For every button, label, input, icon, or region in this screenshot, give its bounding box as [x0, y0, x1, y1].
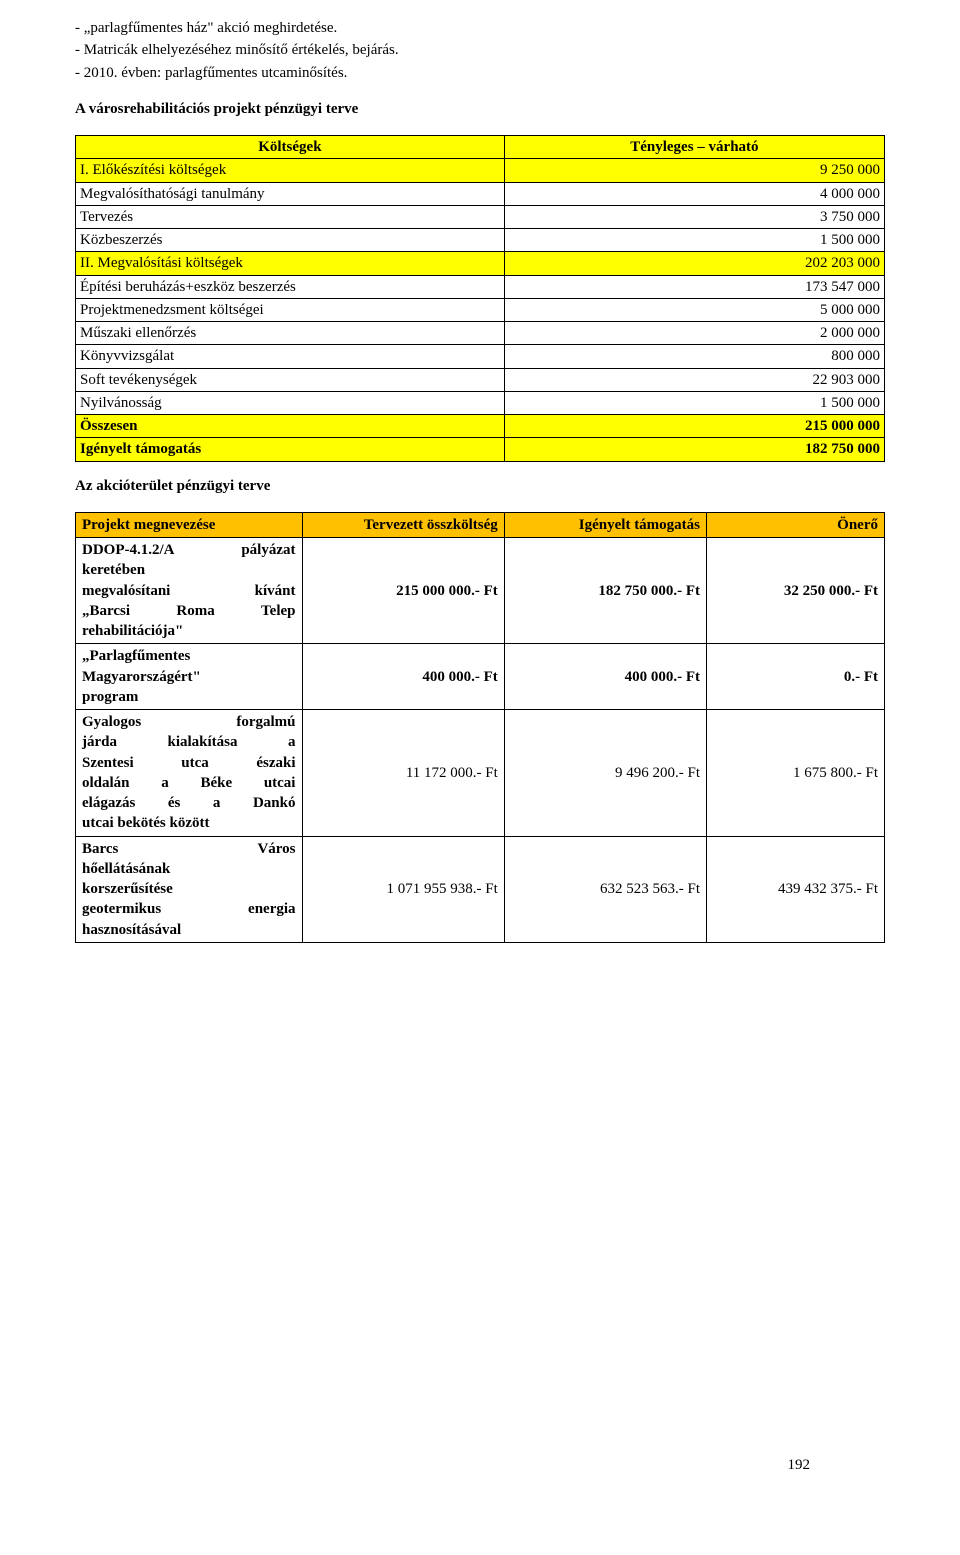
table-header-row: Projekt megnevezése Tervezett összköltsé…	[76, 512, 885, 537]
table-row: Igényelt támogatás182 750 000	[76, 438, 885, 461]
cost-label-cell: Műszaki ellenőrzés	[76, 322, 505, 345]
table-row: „ParlagfűmentesMagyarországért"program40…	[76, 644, 885, 710]
table-row: DDOP-4.1.2/Apályázatkeretébenmegvalósíta…	[76, 538, 885, 644]
header-cell: Igényelt támogatás	[504, 512, 706, 537]
cost-label-cell: II. Megvalósítási költségek	[76, 252, 505, 275]
cost-label-cell: Építési beruházás+eszköz beszerzés	[76, 275, 505, 298]
costs-table: Költségek Tényleges – várható I. Előkész…	[75, 135, 885, 462]
cost-value-cell: 3 750 000	[504, 205, 884, 228]
table-row: Közbeszerzés1 500 000	[76, 229, 885, 252]
project-name-cell: BarcsVároshőellátásánakkorszerűsítésegeo…	[76, 836, 303, 942]
header-cell: Tényleges – várható	[504, 136, 884, 159]
table-row: Műszaki ellenőrzés2 000 000	[76, 322, 885, 345]
total-cost-cell: 215 000 000.- Ft	[302, 538, 504, 644]
total-cost-cell: 1 071 955 938.- Ft	[302, 836, 504, 942]
cost-label-cell: Könyvvizsgálat	[76, 345, 505, 368]
cost-value-cell: 1 500 000	[504, 229, 884, 252]
bullet-line: - 2010. évben: parlagfűmentes utcaminősí…	[75, 63, 885, 83]
table-row: Nyilvánosság1 500 000	[76, 391, 885, 414]
cost-label-cell: I. Előkészítési költségek	[76, 159, 505, 182]
total-cost-cell: 400 000.- Ft	[302, 644, 504, 710]
cost-value-cell: 173 547 000	[504, 275, 884, 298]
table-row: GyalogosforgalmújárdakialakításaaSzentes…	[76, 710, 885, 837]
cost-value-cell: 202 203 000	[504, 252, 884, 275]
table-row: Megvalósíthatósági tanulmány4 000 000	[76, 182, 885, 205]
own-funds-cell: 1 675 800.- Ft	[707, 710, 885, 837]
cost-label-cell: Nyilvánosság	[76, 391, 505, 414]
cost-label-cell: Közbeszerzés	[76, 229, 505, 252]
projects-table: Projekt megnevezése Tervezett összköltsé…	[75, 512, 885, 943]
own-funds-cell: 0.- Ft	[707, 644, 885, 710]
bullet-line: - „parlagfűmentes ház" akció meghirdetés…	[75, 18, 885, 38]
cost-label-cell: Összesen	[76, 415, 505, 438]
table-row: Projektmenedzsment költségei5 000 000	[76, 298, 885, 321]
table-row: BarcsVároshőellátásánakkorszerűsítésegeo…	[76, 836, 885, 942]
cost-value-cell: 2 000 000	[504, 322, 884, 345]
header-cell: Projekt megnevezése	[76, 512, 303, 537]
table-row: Építési beruházás+eszköz beszerzés173 54…	[76, 275, 885, 298]
project-name-cell: GyalogosforgalmújárdakialakításaaSzentes…	[76, 710, 303, 837]
header-cell: Tervezett összköltség	[302, 512, 504, 537]
table-row: Tervezés3 750 000	[76, 205, 885, 228]
support-cell: 182 750 000.- Ft	[504, 538, 706, 644]
cost-label-cell: Megvalósíthatósági tanulmány	[76, 182, 505, 205]
project-name-cell: DDOP-4.1.2/Apályázatkeretébenmegvalósíta…	[76, 538, 303, 644]
cost-value-cell: 4 000 000	[504, 182, 884, 205]
page-number: 192	[788, 1455, 811, 1475]
total-cost-cell: 11 172 000.- Ft	[302, 710, 504, 837]
own-funds-cell: 32 250 000.- Ft	[707, 538, 885, 644]
cost-label-cell: Tervezés	[76, 205, 505, 228]
header-cell: Költségek	[76, 136, 505, 159]
table-row: Soft tevékenységek22 903 000	[76, 368, 885, 391]
table-row: Könyvvizsgálat800 000	[76, 345, 885, 368]
table-row: Összesen215 000 000	[76, 415, 885, 438]
cost-value-cell: 215 000 000	[504, 415, 884, 438]
cost-label-cell: Soft tevékenységek	[76, 368, 505, 391]
table-row: I. Előkészítési költségek9 250 000	[76, 159, 885, 182]
own-funds-cell: 439 432 375.- Ft	[707, 836, 885, 942]
project-name-cell: „ParlagfűmentesMagyarországért"program	[76, 644, 303, 710]
table-header-row: Költségek Tényleges – várható	[76, 136, 885, 159]
cost-label-cell: Projektmenedzsment költségei	[76, 298, 505, 321]
support-cell: 632 523 563.- Ft	[504, 836, 706, 942]
header-cell: Önerő	[707, 512, 885, 537]
cost-value-cell: 182 750 000	[504, 438, 884, 461]
cost-value-cell: 1 500 000	[504, 391, 884, 414]
section-heading: A városrehabilitációs projekt pénzügyi t…	[75, 99, 885, 119]
cost-value-cell: 22 903 000	[504, 368, 884, 391]
support-cell: 9 496 200.- Ft	[504, 710, 706, 837]
cost-value-cell: 5 000 000	[504, 298, 884, 321]
support-cell: 400 000.- Ft	[504, 644, 706, 710]
table-row: II. Megvalósítási költségek202 203 000	[76, 252, 885, 275]
bullet-line: - Matricák elhelyezéséhez minősítő érték…	[75, 40, 885, 60]
cost-value-cell: 9 250 000	[504, 159, 884, 182]
cost-label-cell: Igényelt támogatás	[76, 438, 505, 461]
cost-value-cell: 800 000	[504, 345, 884, 368]
section-heading: Az akcióterület pénzügyi terve	[75, 476, 885, 496]
